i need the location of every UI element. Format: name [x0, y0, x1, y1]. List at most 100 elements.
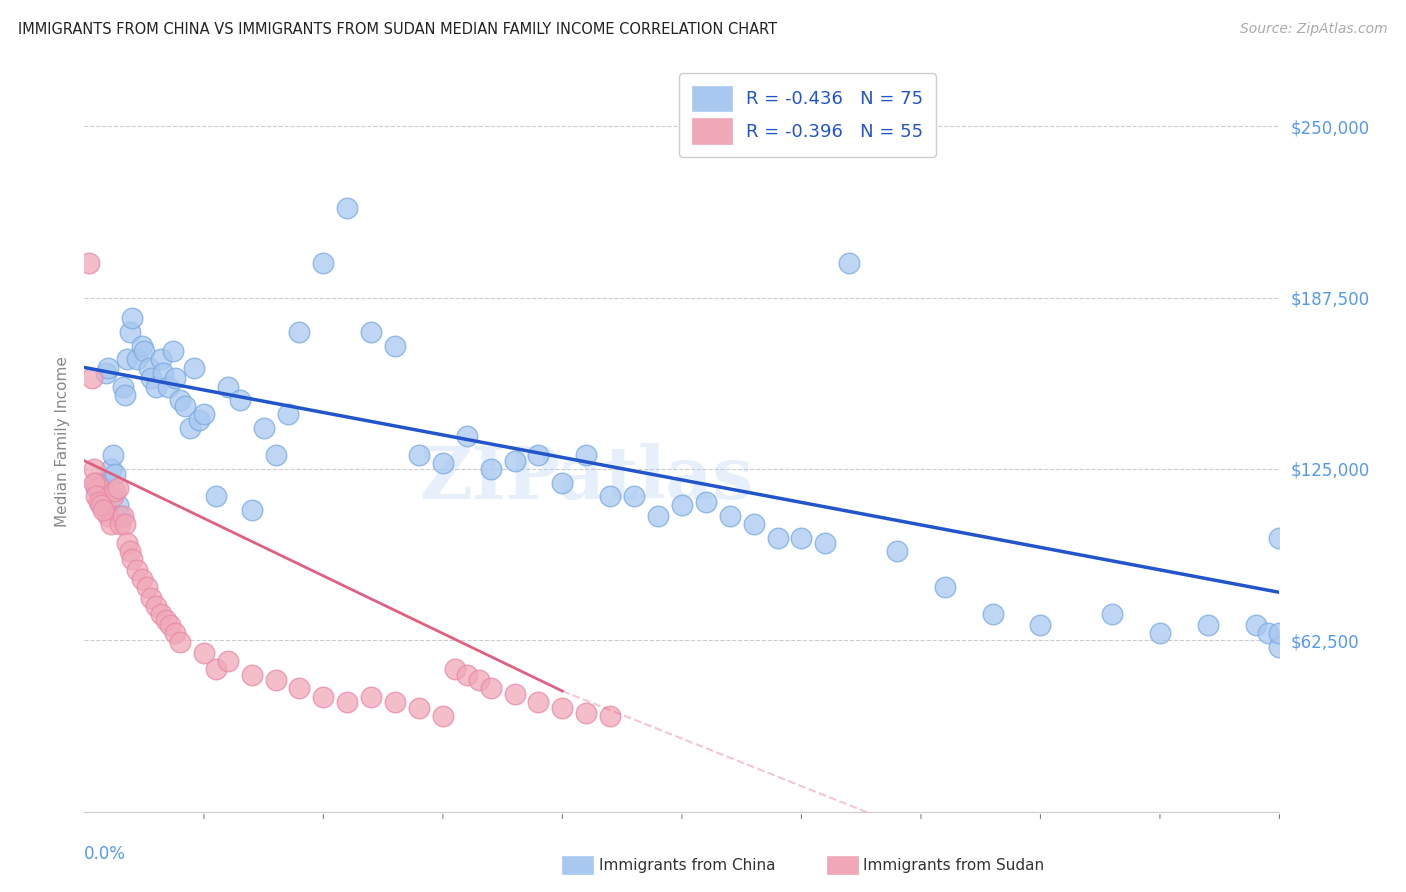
Point	[647, 508, 669, 523]
Point	[551, 700, 574, 714]
Y-axis label: Median Family Income: Median Family Income	[55, 356, 70, 527]
Point	[155, 613, 177, 627]
Point	[145, 599, 167, 613]
Point	[86, 475, 108, 490]
Point	[135, 580, 157, 594]
Point	[766, 531, 789, 545]
Point	[1197, 618, 1219, 632]
Text: ZIPatlas: ZIPatlas	[419, 443, 754, 514]
Point	[432, 708, 454, 723]
Point	[141, 371, 163, 385]
Point	[479, 462, 502, 476]
Point	[503, 687, 526, 701]
Point	[503, 454, 526, 468]
Point	[1268, 531, 1291, 545]
Point	[188, 412, 211, 426]
Point	[131, 338, 153, 352]
Point	[77, 256, 100, 270]
Point	[599, 708, 621, 723]
Point	[117, 536, 139, 550]
Point	[336, 695, 359, 709]
Point	[114, 388, 136, 402]
Point	[671, 498, 693, 512]
Point	[110, 508, 132, 523]
Point	[114, 516, 136, 531]
Point	[408, 700, 430, 714]
Legend: R = -0.436   N = 75, R = -0.396   N = 55: R = -0.436 N = 75, R = -0.396 N = 55	[679, 73, 936, 157]
Point	[718, 508, 741, 523]
Point	[111, 380, 134, 394]
Point	[312, 256, 335, 270]
Point	[312, 690, 335, 704]
Point	[107, 481, 129, 495]
Point	[1257, 626, 1279, 640]
Point	[100, 462, 122, 476]
Point	[183, 360, 205, 375]
Point	[86, 489, 108, 503]
Point	[384, 695, 406, 709]
Point	[336, 202, 359, 216]
Point	[288, 681, 311, 696]
Point	[838, 256, 860, 270]
Point	[240, 667, 263, 681]
Point	[551, 475, 574, 490]
Point	[527, 695, 550, 709]
Point	[138, 360, 160, 375]
Text: Immigrants from Sudan: Immigrants from Sudan	[863, 858, 1045, 872]
Point	[217, 380, 239, 394]
Point	[94, 503, 117, 517]
Point	[152, 366, 174, 380]
Point	[100, 516, 122, 531]
Point	[165, 371, 187, 385]
Point	[193, 407, 215, 421]
Point	[169, 634, 191, 648]
Text: Source: ZipAtlas.com: Source: ZipAtlas.com	[1240, 22, 1388, 37]
Point	[117, 352, 139, 367]
Point	[934, 580, 956, 594]
Point	[104, 467, 127, 482]
Point	[93, 498, 115, 512]
Point	[110, 516, 132, 531]
Point	[790, 531, 813, 545]
Text: 0.0%: 0.0%	[84, 845, 127, 863]
Point	[179, 421, 201, 435]
Point	[1244, 618, 1267, 632]
Point	[141, 591, 163, 605]
Point	[360, 690, 382, 704]
Point	[205, 489, 228, 503]
Point	[240, 503, 263, 517]
Point	[97, 508, 120, 523]
Point	[86, 481, 108, 495]
Point	[87, 495, 110, 509]
Point	[87, 481, 110, 495]
Point	[101, 448, 124, 462]
Point	[527, 448, 550, 462]
Point	[288, 325, 311, 339]
Point	[1268, 626, 1291, 640]
Point	[125, 352, 148, 367]
Point	[695, 495, 717, 509]
Point	[444, 662, 467, 676]
Point	[121, 311, 143, 326]
Point	[384, 338, 406, 352]
Point	[479, 681, 502, 696]
Point	[1149, 626, 1171, 640]
Point	[981, 607, 1004, 622]
Point	[145, 380, 167, 394]
Point	[97, 360, 120, 375]
Point	[111, 508, 134, 523]
Point	[742, 516, 765, 531]
Point	[90, 475, 112, 490]
Point	[886, 544, 908, 558]
Point	[93, 503, 115, 517]
Point	[83, 475, 105, 490]
Point	[253, 421, 276, 435]
Point	[264, 448, 287, 462]
Point	[121, 552, 143, 566]
Point	[149, 607, 172, 622]
Point	[623, 489, 645, 503]
Point	[149, 352, 172, 367]
Point	[118, 325, 141, 339]
Point	[814, 536, 837, 550]
Point	[90, 498, 112, 512]
